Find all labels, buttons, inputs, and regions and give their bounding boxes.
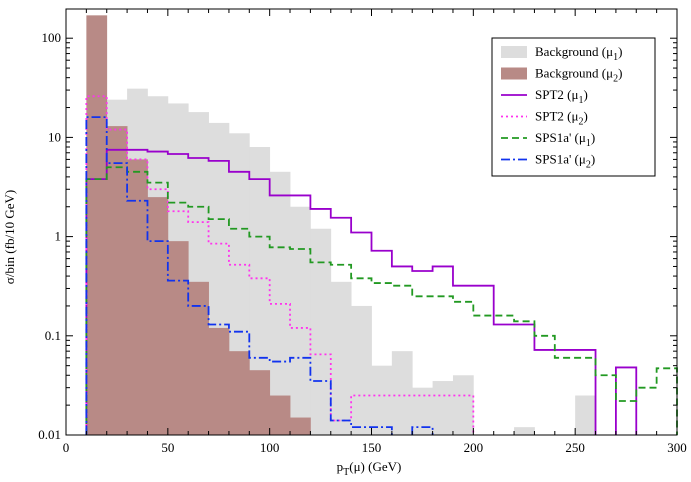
- legend-item: SPS1a' (μ1): [501, 130, 595, 149]
- bar: [290, 206, 311, 435]
- label-part: ): [618, 66, 622, 81]
- bar: [371, 365, 393, 435]
- bar: [310, 228, 332, 435]
- bar: [575, 395, 596, 435]
- series-layer: [85, 15, 678, 436]
- y-tick-label: 100: [42, 30, 62, 45]
- legend-swatch: [501, 67, 527, 80]
- bar: [228, 351, 250, 435]
- label-part: SPT2 (μ: [535, 87, 578, 102]
- bar: [330, 281, 352, 435]
- legend-box: [491, 37, 656, 177]
- legend-label: SPT2 (μ1): [535, 87, 588, 106]
- x-tick-label: 100: [260, 440, 280, 455]
- label-part: SPT2 (μ: [535, 109, 578, 124]
- label-part: (μ) (GeV): [349, 459, 401, 474]
- series-4: [85, 166, 678, 435]
- bar: [249, 370, 271, 435]
- legend-label: SPT2 (μ2): [535, 109, 588, 128]
- bar: [86, 15, 108, 435]
- legend-label: Background (μ1): [535, 44, 622, 63]
- legend-item: SPS1a' (μ2): [501, 152, 595, 171]
- label-part: Background (μ: [535, 66, 613, 81]
- y-tick-label: 1: [55, 229, 62, 244]
- y-tick-label: 0.1: [45, 328, 61, 343]
- subscript: 2: [586, 160, 591, 171]
- subscript: 1: [578, 95, 583, 106]
- label-part: ): [618, 44, 622, 59]
- bar: [249, 147, 271, 435]
- bar: [351, 305, 372, 435]
- legend-label: SPS1a' (μ2): [535, 152, 595, 171]
- label-part: SPS1a' (μ: [535, 130, 586, 145]
- x-axis-label: pT(μ) (GeV): [337, 459, 402, 477]
- label-part: ): [583, 109, 587, 124]
- series-line: [85, 166, 678, 435]
- bar: [452, 375, 474, 435]
- label-part: ): [591, 152, 595, 167]
- series-1: [86, 15, 311, 436]
- label-part: p: [337, 459, 344, 474]
- legend-label: SPS1a' (μ1): [535, 130, 595, 149]
- label-part: SPS1a' (μ: [535, 152, 586, 167]
- series-3: [85, 95, 475, 435]
- x-tick-label: 200: [464, 440, 484, 455]
- bar: [127, 159, 148, 435]
- y-axis-label: σ/bin (fb/10 GeV): [2, 190, 17, 284]
- x-tick-label: 50: [161, 440, 174, 455]
- label-part: Background (μ: [535, 44, 613, 59]
- bar: [391, 351, 413, 435]
- subscript: 2: [613, 74, 618, 85]
- series-line: [85, 95, 475, 435]
- bar: [514, 427, 535, 435]
- bar: [269, 395, 291, 435]
- y-tick-label: 10: [48, 129, 61, 144]
- legend-item: Background (μ2): [501, 66, 622, 85]
- x-tick-label: 0: [63, 440, 70, 455]
- legend-item: SPT2 (μ1): [501, 87, 588, 106]
- bar: [167, 241, 189, 435]
- bar: [147, 197, 169, 435]
- x-tick-label: 250: [565, 440, 585, 455]
- x-tick-label: 300: [667, 440, 687, 455]
- subscript: 1: [586, 138, 591, 149]
- label-part: ): [583, 87, 587, 102]
- bar: [432, 381, 454, 435]
- legend: Background (μ1)Background (μ2)SPT2 (μ1)S…: [491, 37, 656, 177]
- bar: [290, 417, 311, 435]
- subscript: T: [343, 467, 349, 477]
- bar: [208, 327, 230, 435]
- axes-layer: 0 50 100 150 200 250 300 0.01 0.1 1 10 100: [38, 8, 687, 455]
- legend-swatch: [501, 46, 527, 58]
- subscript: 2: [578, 117, 583, 128]
- y-tick-label: 0.01: [38, 427, 61, 442]
- legend-label: Background (μ2): [535, 66, 622, 85]
- bar: [106, 126, 128, 436]
- legend-item: SPT2 (μ2): [501, 109, 588, 128]
- bar: [412, 387, 433, 435]
- x-tick-label: 150: [362, 440, 382, 455]
- subscript: 1: [613, 52, 618, 63]
- label-part: ): [591, 130, 595, 145]
- bar: [188, 281, 209, 435]
- legend-item: Background (μ1): [501, 44, 622, 63]
